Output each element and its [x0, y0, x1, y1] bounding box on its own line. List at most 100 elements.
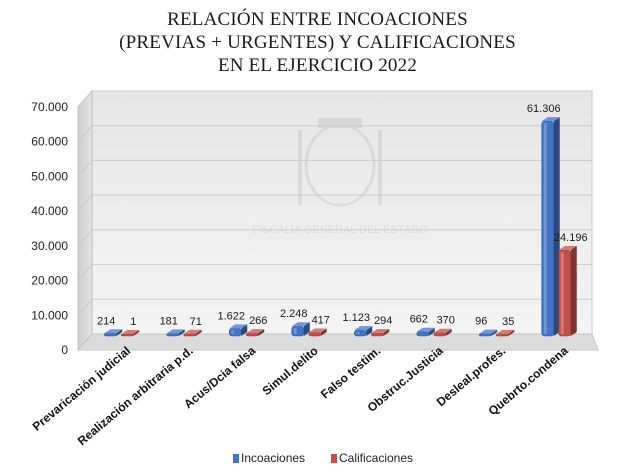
- gridline-side: [77, 125, 93, 143]
- bar-calificaciones-front: [433, 332, 447, 337]
- gridline-side: [77, 194, 93, 212]
- chart-title-line: (PREVIAS + URGENTES) Y CALIFICACIONES: [119, 32, 516, 53]
- bar-calificaciones: [558, 246, 577, 337]
- y-tick-label: 10.000: [31, 308, 68, 322]
- y-tick-label: 50.000: [31, 169, 68, 183]
- bar-calificaciones-front: [245, 332, 259, 337]
- bar-calificaciones: [245, 329, 265, 337]
- data-label: 214: [97, 315, 115, 327]
- bar-incoaciones-top: [354, 326, 373, 331]
- bar-incoaciones-side: [303, 322, 310, 336]
- bar-incoaciones-side: [491, 329, 498, 336]
- bar-incoaciones: [478, 329, 498, 337]
- chart-title-line: RELACIÓN ENTRE INCOACIONES: [167, 9, 468, 30]
- bar-incoaciones-front: [541, 120, 555, 337]
- x-tick-label: Realización arbitraria p.d.: [75, 344, 196, 449]
- bar-incoaciones-top: [479, 329, 498, 334]
- data-label: 96: [475, 316, 487, 328]
- gridline-side: [77, 90, 93, 108]
- legend-swatch: [331, 454, 337, 463]
- data-label: 1.622: [217, 310, 245, 322]
- bar-incoaciones-highlight: [231, 330, 235, 334]
- chart-floor: [76, 333, 599, 351]
- data-label: 181: [160, 315, 178, 327]
- bar-calificaciones-top: [496, 329, 515, 334]
- bar-incoaciones: [353, 326, 373, 337]
- bar-incoaciones-side: [366, 326, 373, 336]
- data-label: 2.248: [280, 308, 308, 320]
- gridline-side: [77, 160, 93, 177]
- bar-incoaciones-front: [478, 333, 492, 337]
- legend-label: Calificaciones: [339, 451, 413, 465]
- bar-incoaciones: [228, 324, 248, 337]
- bar-incoaciones-side: [116, 329, 123, 336]
- gridline-side: [77, 264, 93, 281]
- bar-calificaciones-front: [308, 332, 322, 337]
- bar-incoaciones-top: [416, 327, 435, 332]
- bar-calificaciones: [433, 328, 452, 337]
- gridline-side: [77, 229, 93, 247]
- bar-incoaciones-front: [291, 325, 305, 337]
- bar-calificaciones-side: [195, 329, 202, 336]
- bar-incoaciones: [103, 329, 123, 337]
- y-tick-label: 40.000: [31, 204, 68, 218]
- bar-calificaciones-top: [558, 246, 577, 251]
- bar-calificaciones-top: [308, 328, 327, 333]
- bar-calificaciones: [308, 328, 327, 337]
- bar-calificaciones-front: [183, 333, 197, 337]
- bar-calificaciones-top: [246, 329, 265, 334]
- chart-title: RELACIÓN ENTRE INCOACIONES (PREVIAS + UR…: [0, 8, 635, 77]
- y-tick-label: 70.000: [31, 100, 68, 114]
- data-label: 35: [502, 316, 514, 328]
- y-tick-label: 20.000: [31, 274, 68, 288]
- data-label: 61.306: [527, 103, 561, 115]
- bar-incoaciones-top: [541, 117, 560, 122]
- legend-swatch: [233, 454, 239, 463]
- legend-label: Incoaciones: [241, 451, 305, 465]
- bar-calificaciones-top: [183, 329, 202, 334]
- bar-calificaciones-side: [258, 329, 265, 336]
- bar-calificaciones-top: [371, 328, 390, 333]
- bar-calificaciones-front: [495, 333, 509, 337]
- bar-incoaciones-highlight: [543, 123, 547, 334]
- data-label: 662: [410, 314, 428, 326]
- data-label: 24.196: [554, 232, 588, 244]
- chart-title-line: EN EL EJERCICIO 2022: [217, 55, 418, 76]
- bar-calificaciones-front: [120, 333, 134, 337]
- bar-incoaciones-side: [428, 327, 435, 336]
- bar-incoaciones-front: [228, 328, 242, 337]
- bar-incoaciones: [291, 322, 310, 337]
- bar-incoaciones-top: [166, 329, 185, 334]
- gridline-side: [77, 298, 93, 316]
- bar-incoaciones-front: [103, 332, 117, 337]
- x-tick-label: Simul.delito: [260, 344, 321, 398]
- x-tick-label: Prevaricación judicial: [30, 344, 134, 434]
- y-tick-label: 60.000: [31, 135, 68, 149]
- data-label: 370: [437, 315, 455, 327]
- bar-calificaciones: [370, 328, 390, 337]
- data-label: 1.123: [342, 312, 370, 324]
- bar-incoaciones-front: [166, 333, 180, 337]
- bar-incoaciones-side: [178, 329, 185, 336]
- bar-calificaciones-front: [370, 332, 384, 337]
- bar-incoaciones: [416, 327, 435, 337]
- data-label: 417: [312, 315, 330, 327]
- bar-incoaciones-highlight: [356, 332, 360, 334]
- y-tick-label: 30.000: [31, 239, 68, 253]
- bar-incoaciones-top: [229, 324, 248, 329]
- bar-calificaciones-top: [433, 328, 452, 333]
- bar-incoaciones-side: [241, 324, 248, 336]
- bar-incoaciones-side: [553, 117, 560, 336]
- watermark-crown: [318, 118, 362, 128]
- bar-calificaciones-side: [320, 328, 327, 336]
- bar-incoaciones: [166, 329, 185, 337]
- data-label: 71: [190, 316, 202, 328]
- bar-calificaciones: [120, 329, 140, 337]
- data-label: 294: [374, 315, 392, 327]
- watermark-shield: [304, 123, 376, 207]
- bar-calificaciones-side: [445, 328, 452, 336]
- data-label: 1: [130, 316, 136, 328]
- bar-incoaciones-front: [416, 331, 430, 337]
